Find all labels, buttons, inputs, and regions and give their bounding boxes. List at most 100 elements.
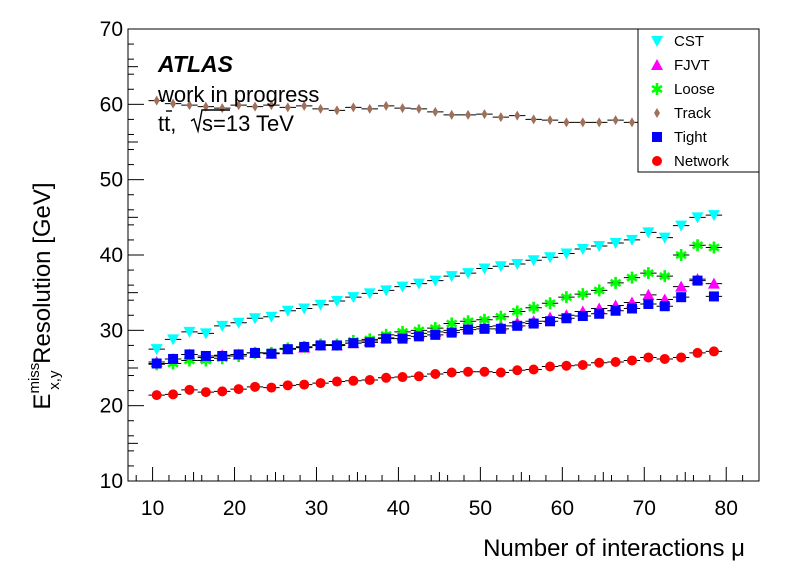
- series-tight-point: [692, 275, 703, 286]
- series-cst-point: [675, 220, 688, 232]
- series-network-point: [446, 367, 457, 378]
- legend-label-loose: Loose: [674, 81, 715, 98]
- series-track-point: [284, 102, 291, 113]
- series-cst-point: [363, 288, 376, 300]
- series-network-point: [250, 381, 261, 392]
- series-track-point: [448, 109, 455, 120]
- status-label: work in progress: [157, 82, 319, 107]
- series-tight-point: [331, 340, 342, 351]
- sqrt-symbol: [190, 109, 230, 134]
- series-network-point: [626, 355, 637, 366]
- series-loose-point-stroke: [544, 297, 556, 310]
- series-loose-point: [675, 249, 687, 261]
- series-cst-point: [249, 313, 262, 325]
- legend-marker-loose: [651, 83, 663, 95]
- series-tight-point: [463, 324, 474, 335]
- series-tight-point: [364, 337, 375, 348]
- series-track-point: [383, 100, 390, 111]
- y-tick-label: 40: [100, 244, 123, 267]
- series-network-point: [594, 357, 605, 368]
- series-cst-point: [199, 328, 212, 340]
- series-tight-point: [266, 348, 277, 359]
- series-cst: [148, 210, 723, 356]
- series-network-point: [151, 390, 162, 401]
- series-tight-point: [479, 323, 490, 334]
- atlas-label: ATLAS: [157, 51, 234, 77]
- x-tick-label: 60: [551, 497, 574, 520]
- x-tick-label: 10: [141, 497, 164, 520]
- series-tight-point: [250, 347, 261, 358]
- series-loose-point: [626, 271, 638, 284]
- series-tight-point: [659, 301, 670, 312]
- y-axis: 10 20 30 40 50 60 70: [100, 18, 144, 493]
- series-cst-point: [216, 320, 229, 332]
- legend-marker-network: [652, 156, 662, 166]
- series-track-point: [514, 110, 521, 121]
- series-network-point: [233, 384, 244, 395]
- series-cst-point: [298, 303, 311, 315]
- series-network-point: [577, 359, 588, 370]
- series-loose-point-stroke: [478, 313, 491, 326]
- x-tick-label: 80: [715, 497, 738, 520]
- energy-text: s=13 TeV: [202, 111, 294, 136]
- series-track-point: [301, 100, 308, 111]
- series-track-point: [333, 105, 340, 116]
- series-loose-point: [593, 284, 605, 297]
- y-tick-label: 20: [100, 395, 123, 418]
- series-tight-point: [561, 313, 572, 324]
- series-tight-point: [200, 350, 211, 361]
- series-network-point: [364, 375, 375, 386]
- series-cst-point: [167, 334, 180, 346]
- series-network-point: [512, 365, 523, 376]
- series-cst-point: [380, 285, 393, 297]
- series-track-point: [563, 117, 570, 128]
- series-cst-point: [314, 299, 327, 311]
- series-loose-point: [708, 241, 720, 254]
- series-network: [148, 346, 723, 401]
- series-tight-point: [348, 338, 359, 349]
- series-loose-point-stroke: [593, 284, 605, 297]
- series-network-point: [200, 387, 211, 398]
- y-tick-label: 70: [100, 18, 123, 41]
- series-tight-point: [217, 350, 228, 361]
- series-tight-point: [397, 333, 408, 344]
- series-network-point: [463, 366, 474, 377]
- series-network-point: [708, 346, 719, 357]
- series-cst-point: [347, 292, 360, 304]
- series-loose-point: [446, 317, 458, 330]
- y-axis-title: Emiss x,y Resolution [GeV]: [26, 182, 63, 409]
- series-cst-point: [625, 234, 638, 246]
- series-track-point: [268, 100, 275, 111]
- series-network-point: [266, 382, 277, 393]
- series-loose-point: [609, 276, 622, 289]
- series-cst-point: [445, 271, 458, 283]
- series-loose-point: [495, 310, 507, 323]
- series-track-point: [596, 117, 603, 128]
- x-tick-label: 70: [633, 497, 656, 520]
- series-track-point: [235, 100, 242, 111]
- series-network-point: [217, 386, 228, 397]
- series-loose-point-stroke: [659, 270, 671, 283]
- series-cst-point: [494, 261, 507, 273]
- series-network-point: [299, 379, 310, 390]
- series-fjvt-point: [675, 280, 688, 292]
- y-axis-title-rest: Resolution [GeV]: [29, 182, 56, 370]
- series-track-point: [530, 114, 537, 125]
- series-tight-point: [610, 305, 621, 316]
- series-loose-point-stroke: [708, 241, 720, 254]
- series-tight-point: [233, 349, 244, 360]
- series-tight: [148, 275, 723, 369]
- legend-item-tight: Tight: [652, 129, 708, 146]
- series-tight-point: [676, 292, 687, 303]
- series-tight-point: [446, 327, 457, 338]
- series-tight-point: [184, 349, 195, 360]
- series-cst-point: [560, 248, 573, 260]
- process-label: tt, s=13 TeV: [158, 109, 294, 136]
- series-track-point: [497, 112, 504, 123]
- series-loose-point-stroke: [495, 310, 507, 323]
- series-tight-point: [643, 298, 654, 309]
- series-loose-point: [560, 291, 573, 304]
- y-axis-title-superscript: miss: [26, 363, 43, 394]
- series-track-point: [465, 109, 472, 120]
- series-loose-point-stroke: [577, 288, 589, 301]
